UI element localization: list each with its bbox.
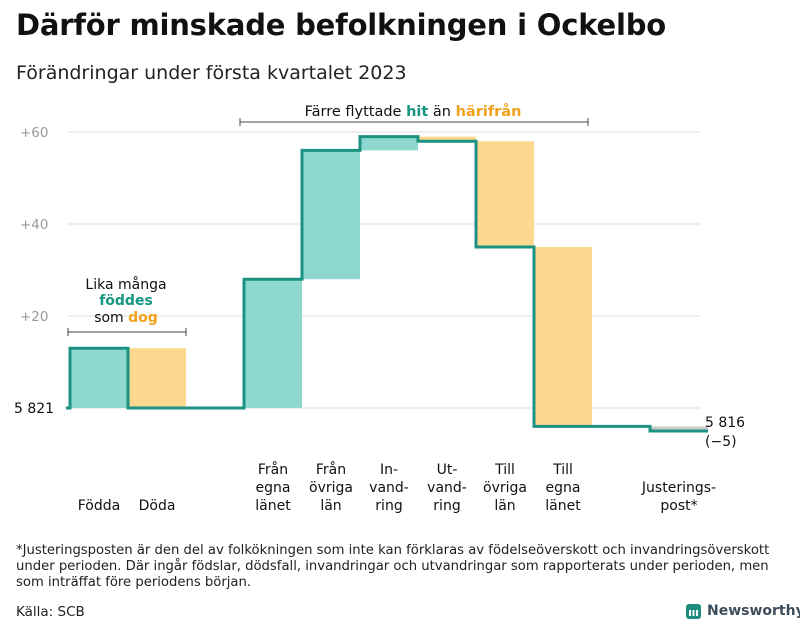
bar <box>70 348 128 408</box>
category-label: vand- <box>369 480 409 496</box>
chart-subtitle: Förändringar under första kvartalet 2023 <box>16 62 407 84</box>
category-label: post* <box>660 498 697 514</box>
y-tick-label: +20 <box>20 309 49 325</box>
category-label: Till <box>552 462 573 478</box>
bar <box>650 426 708 431</box>
annotation-top: Färre flyttade hit än härifrån <box>305 103 522 120</box>
category-label: Till <box>494 462 515 478</box>
bar <box>360 136 418 151</box>
category-label: egna <box>546 480 581 496</box>
bar <box>302 150 360 280</box>
annotation-left-line1: Lika många <box>85 276 166 293</box>
annotation-top-bracket <box>239 118 589 126</box>
category-label: Justerings- <box>641 480 716 496</box>
annotation-left-line2: föddes <box>99 293 153 309</box>
category-label: Döda <box>139 498 176 514</box>
category-label: länet <box>255 498 291 514</box>
category-label: övriga <box>483 480 527 496</box>
cumulative-step-line <box>66 135 708 433</box>
annotation-text: än <box>428 104 455 120</box>
category-label: ring <box>375 498 402 514</box>
chart-title: Därför minskade befolkningen i Ockelbo <box>16 8 666 42</box>
category-label: län <box>494 498 515 514</box>
annotation-highlight: härifrån <box>456 103 522 120</box>
category-label: Från <box>316 461 346 478</box>
y-tick-label: +60 <box>20 125 49 141</box>
waterfall-chart: +60 +40 +20 5 821 Födda Döda Från egna länet Frå… <box>14 103 745 514</box>
footnote: *Justeringsposten är den del av folkökni… <box>16 543 770 590</box>
end-value-label: 5 816 <box>705 415 745 431</box>
category-label: In- <box>380 462 398 478</box>
category-label: län <box>320 498 341 514</box>
category-label: Från <box>258 461 288 478</box>
y-tick-label: +40 <box>20 217 49 233</box>
bar-layer <box>70 136 708 431</box>
category-label: ring <box>433 498 460 514</box>
annotation-left-bracket <box>67 328 187 336</box>
brand-logo: Newsworthy <box>686 603 800 619</box>
category-label: Ut- <box>437 462 458 478</box>
annotation-text: som <box>94 310 128 326</box>
source-label: Källa: SCB <box>16 604 85 620</box>
category-label: egna <box>256 480 291 496</box>
category-label: vand- <box>427 480 467 496</box>
annotation-text: Färre flyttade <box>305 104 406 120</box>
annotation-highlight: hit <box>406 104 428 120</box>
brand-name: Newsworthy <box>707 603 800 619</box>
bar <box>418 136 476 142</box>
bar <box>476 141 534 247</box>
bar <box>244 279 302 408</box>
line-layer <box>66 135 708 433</box>
bar <box>534 247 592 427</box>
annotation-highlight: dog <box>128 310 158 326</box>
label-layer: Födda Döda Från egna länet Från övriga län In-va… <box>78 415 745 514</box>
bar <box>128 348 186 408</box>
bar-chart-icon <box>686 603 701 619</box>
annotation-left-line3: som dog <box>94 310 158 326</box>
category-label: övriga <box>309 480 353 496</box>
category-label: Födda <box>78 498 120 514</box>
category-label: länet <box>545 498 581 514</box>
end-change-label: (−5) <box>705 434 737 450</box>
start-value-label: 5 821 <box>14 401 54 417</box>
